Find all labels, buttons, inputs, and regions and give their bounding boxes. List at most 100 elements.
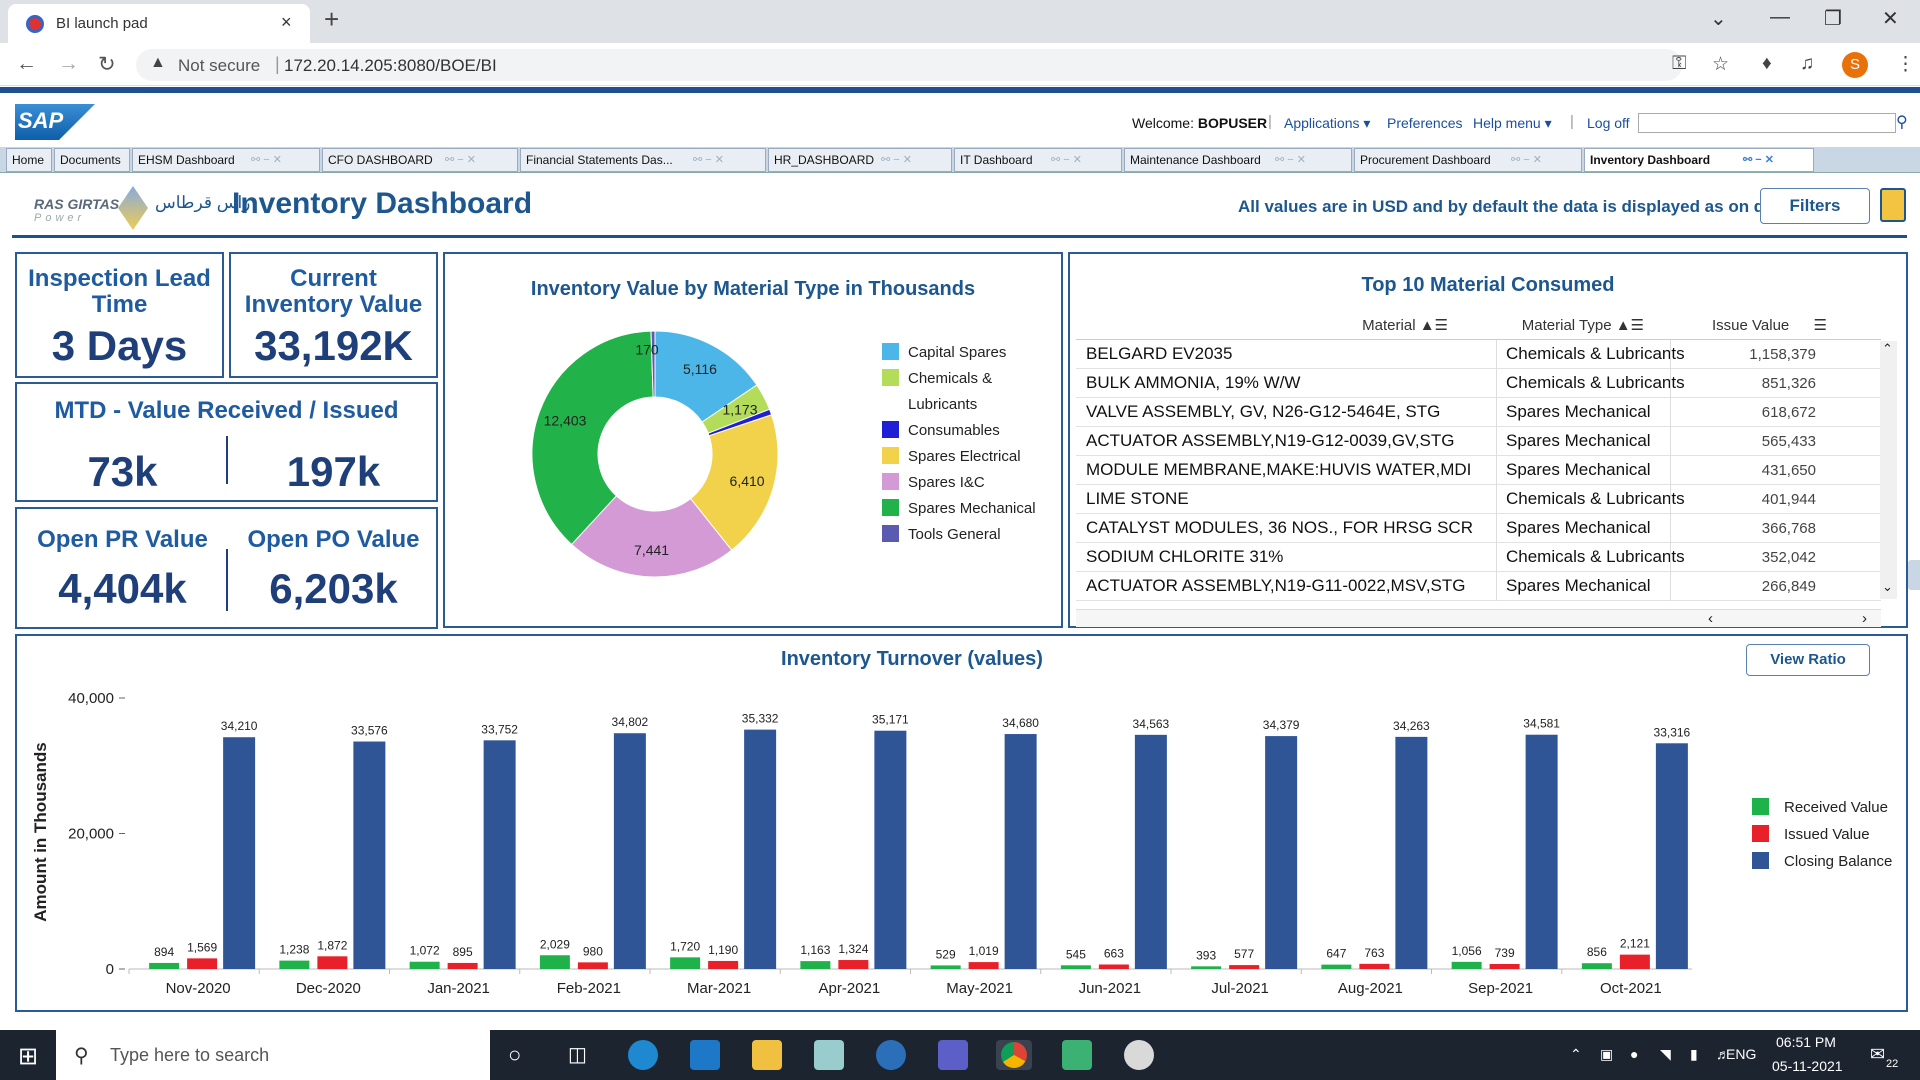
- tab-actions-icon[interactable]: ⚯ − ✕: [1511, 154, 1542, 166]
- volume-icon[interactable]: ♬: [1716, 1046, 1730, 1062]
- horizontal-scrollbar[interactable]: ‹ ›: [1076, 609, 1881, 627]
- tab-actions-icon[interactable]: ⚯ − ✕: [1051, 154, 1082, 166]
- clock-time[interactable]: 06:51 PM: [1776, 1034, 1836, 1050]
- app-icon[interactable]: [1124, 1040, 1154, 1070]
- battery-icon[interactable]: ▮: [1690, 1046, 1698, 1062]
- column-header-material[interactable]: Material ▲☰: [1076, 316, 1496, 340]
- clock-date[interactable]: 05-11-2021: [1772, 1058, 1843, 1074]
- company-logo: RAS GIRTAS Power: [34, 196, 119, 224]
- tab-actions-icon[interactable]: ⚯ − ✕: [445, 154, 476, 166]
- doc-tab-ehsm[interactable]: EHSM Dashboard ⚯ − ✕: [132, 148, 320, 172]
- kpi-title: Open PR Value: [37, 526, 208, 553]
- mail-icon[interactable]: [690, 1040, 720, 1070]
- star-icon[interactable]: ☆: [1712, 54, 1730, 75]
- table-row[interactable]: BULK AMMONIA, 19% W/W Chemicals & Lubrica…: [1076, 369, 1881, 398]
- log-off-link[interactable]: Log off: [1587, 115, 1630, 131]
- tab-actions-icon[interactable]: ⚯ − ✕: [1743, 154, 1774, 166]
- table-title: Top 10 Material Consumed: [1361, 274, 1615, 296]
- close-window-icon[interactable]: ✕: [1882, 8, 1899, 30]
- browser-tab[interactable]: BI launch pad ×: [8, 4, 310, 43]
- menu-icon[interactable]: ⋮: [1896, 54, 1915, 75]
- scroll-up-icon[interactable]: ⌃: [1882, 341, 1893, 356]
- vertical-scrollbar[interactable]: ⌃ ⌄: [1880, 341, 1897, 599]
- tray-icon[interactable]: ●: [1630, 1046, 1639, 1062]
- table-row[interactable]: ACTUATOR ASSEMBLY,N19-G11-0022,MSV,STG Sp…: [1076, 572, 1881, 601]
- column-header-material-type[interactable]: Material Type ▲☰: [1496, 316, 1670, 340]
- tab-actions-icon[interactable]: ⚯ − ✕: [251, 154, 282, 166]
- notifications-icon[interactable]: ✉: [1870, 1044, 1886, 1064]
- bar-closing-balance: [1655, 743, 1688, 969]
- key-icon[interactable]: ⚿: [1672, 53, 1687, 74]
- chrome-icon[interactable]: [996, 1040, 1032, 1070]
- doc-tab-it[interactable]: IT Dashboard ⚯ − ✕: [954, 148, 1122, 172]
- app-icon[interactable]: [814, 1040, 844, 1070]
- side-panel-toggle[interactable]: [1908, 560, 1920, 590]
- app-icon[interactable]: [876, 1040, 906, 1070]
- table-row[interactable]: LIME STONE Chemicals & Lubricants 401,944: [1076, 485, 1881, 514]
- tab-actions-icon[interactable]: ⚯ − ✕: [881, 154, 912, 166]
- back-icon[interactable]: ←: [16, 52, 37, 75]
- restore-icon[interactable]: ❐: [1824, 8, 1842, 30]
- doc-tab-cfo[interactable]: CFO DASHBOARD ⚯ − ✕: [322, 148, 518, 172]
- y-tick-label: 40,000: [68, 690, 114, 707]
- close-tab-icon[interactable]: ×: [281, 12, 292, 32]
- reload-icon[interactable]: ↻: [98, 53, 116, 76]
- tray-icon[interactable]: ▣: [1600, 1046, 1614, 1062]
- table-row[interactable]: VALVE ASSEMBLY, GV, N26-G12-5464E, STG Sp…: [1076, 398, 1881, 427]
- currency-note: All values are in USD and by default the…: [1238, 197, 1789, 216]
- applications-menu[interactable]: Applications ▾: [1284, 115, 1371, 131]
- search-icon[interactable]: ⚲: [1896, 114, 1908, 131]
- cortana-icon[interactable]: ○: [508, 1042, 522, 1067]
- header-search-input[interactable]: [1638, 113, 1896, 133]
- taskbar-search-input[interactable]: ⚲ Type here to search: [56, 1030, 490, 1080]
- column-header-issue-value[interactable]: Issue Value ☰: [1670, 316, 1881, 340]
- doc-tab-maintenance[interactable]: Maintenance Dashboard ⚯ − ✕: [1124, 148, 1352, 172]
- table-row[interactable]: BELGARD EV2035 Chemicals & Lubricants 1,15…: [1076, 340, 1881, 369]
- doc-tab-home[interactable]: Home: [6, 148, 52, 172]
- table-row[interactable]: MODULE MEMBRANE,MAKE:HUVIS WATER,MDI Spar…: [1076, 456, 1881, 485]
- network-icon[interactable]: ◥: [1660, 1046, 1671, 1062]
- new-tab-icon[interactable]: +: [324, 4, 340, 34]
- donut-slice: [531, 330, 654, 546]
- sort-icon[interactable]: ▲☰: [1615, 317, 1644, 334]
- chevron-down-icon[interactable]: ⌄: [1710, 8, 1727, 30]
- scroll-right-icon[interactable]: ›: [1862, 610, 1867, 627]
- doc-tab-inventory[interactable]: Inventory Dashboard ⚯ − ✕: [1584, 148, 1814, 172]
- app-icon[interactable]: [1062, 1040, 1092, 1070]
- help-menu[interactable]: Help menu ▾: [1473, 115, 1552, 131]
- table-row[interactable]: CATALYST MODULES, 36 NOS., FOR HRSG SCR S…: [1076, 514, 1881, 543]
- task-view-icon[interactable]: ◫: [568, 1044, 587, 1066]
- edge-icon[interactable]: [628, 1040, 658, 1070]
- profile-avatar[interactable]: S: [1842, 52, 1868, 78]
- forward-icon[interactable]: →: [58, 52, 79, 75]
- teams-icon[interactable]: [938, 1040, 968, 1070]
- minimize-icon[interactable]: —: [1770, 6, 1790, 28]
- extension-icon[interactable]: ♦: [1762, 53, 1772, 74]
- doc-tab-hr[interactable]: HR_DASHBOARD ⚯ − ✕: [768, 148, 952, 172]
- table-row[interactable]: SODIUM CHLORITE 31% Chemicals & Lubricant…: [1076, 543, 1881, 572]
- filter-icon[interactable]: ☰: [1813, 317, 1827, 334]
- file-explorer-icon[interactable]: [752, 1040, 782, 1070]
- tray-chevron-icon[interactable]: ⌃: [1570, 1046, 1582, 1062]
- sort-icon[interactable]: ▲☰: [1419, 317, 1448, 334]
- filters-button[interactable]: Filters: [1760, 188, 1870, 224]
- url-field[interactable]: ▲ Not secure | 172.20.14.205:8080/BOE/BI: [136, 49, 1682, 81]
- doc-tab-procurement[interactable]: Procurement Dashboard ⚯ − ✕: [1354, 148, 1582, 172]
- windows-start-icon[interactable]: ⊞: [18, 1043, 39, 1070]
- table-row[interactable]: ACTUATOR ASSEMBLY,N19-G12-0039,GV,STG Spa…: [1076, 427, 1881, 456]
- column-divider: [1496, 572, 1497, 601]
- header-label: Material Type: [1521, 317, 1612, 334]
- doc-tab-financial[interactable]: Financial Statements Das... ⚯ − ✕: [520, 148, 766, 172]
- bar-closing-balance: [613, 733, 646, 969]
- language-label[interactable]: ENG: [1726, 1046, 1757, 1062]
- tab-actions-icon[interactable]: ⚯ − ✕: [693, 154, 724, 166]
- bar-received-value: [409, 961, 440, 969]
- scroll-down-icon[interactable]: ⌄: [1882, 579, 1893, 594]
- notes-icon[interactable]: [1880, 188, 1906, 222]
- view-ratio-button[interactable]: View Ratio: [1746, 644, 1870, 676]
- preferences-link[interactable]: Preferences: [1387, 115, 1463, 131]
- scroll-left-icon[interactable]: ‹: [1708, 610, 1713, 627]
- doc-tab-documents[interactable]: Documents: [54, 148, 130, 172]
- media-icon[interactable]: ♫: [1800, 53, 1815, 74]
- tab-actions-icon[interactable]: ⚯ − ✕: [1275, 154, 1306, 166]
